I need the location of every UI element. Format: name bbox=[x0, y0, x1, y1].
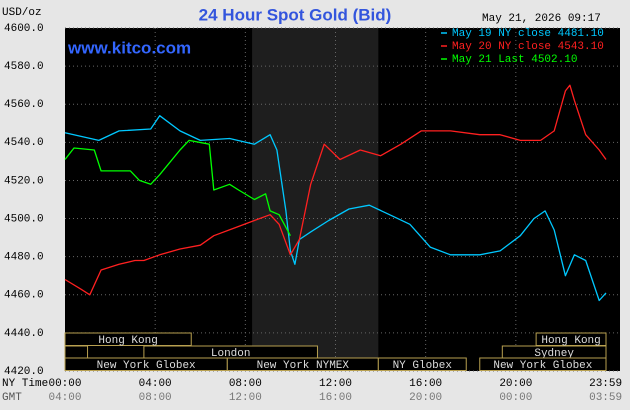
y-axis-label: USD/oz bbox=[2, 7, 42, 19]
x-tick-label: 12:00 bbox=[319, 378, 352, 390]
x-tick-label: 23:59 bbox=[589, 378, 622, 390]
price-line bbox=[64, 84, 607, 296]
session-label: Hong Kong bbox=[541, 335, 600, 347]
session-label: New York Globex bbox=[97, 360, 196, 372]
x-tick-label: 00:00 bbox=[48, 378, 81, 390]
legend-label: May 20 NY close 4543.10 bbox=[452, 41, 604, 53]
x-row-label: NY Time bbox=[2, 378, 48, 390]
session-label: New York Globex bbox=[493, 360, 592, 372]
session-label: Hong Kong bbox=[98, 335, 157, 347]
y-tick-label: 4500.0 bbox=[4, 213, 44, 225]
y-tick-label: 4460.0 bbox=[4, 290, 44, 302]
price-line bbox=[64, 139, 291, 237]
x-tick-label: 20:00 bbox=[499, 378, 532, 390]
y-tick-label: 4420.0 bbox=[4, 366, 44, 378]
x2-tick-label: 03:59 bbox=[589, 392, 622, 404]
y-tick-label: 4440.0 bbox=[4, 328, 44, 340]
x2-tick-label: 16:00 bbox=[319, 392, 352, 404]
session-label: Sydney bbox=[534, 348, 574, 360]
y-tick-label: 4480.0 bbox=[4, 252, 44, 264]
session-bar bbox=[377, 357, 467, 371]
x-row-label: GMT bbox=[2, 392, 22, 404]
x2-tick-label: 20:00 bbox=[409, 392, 442, 404]
highlight-band bbox=[252, 28, 379, 371]
x-tick-label: 16:00 bbox=[409, 378, 442, 390]
session-label: London bbox=[211, 348, 251, 360]
y-tick-label: 4520.0 bbox=[4, 175, 44, 187]
x2-tick-label: 04:00 bbox=[48, 392, 81, 404]
legend-label: May 19 NY close 4481.10 bbox=[452, 28, 604, 40]
session-bar bbox=[479, 357, 607, 371]
y-tick-label: 4560.0 bbox=[4, 99, 44, 111]
session-label: NY Globex bbox=[393, 360, 453, 372]
price-line bbox=[64, 115, 607, 302]
watermark: www.kitco.com bbox=[67, 38, 191, 57]
y-tick-label: 4600.0 bbox=[4, 23, 44, 35]
y-tick-label: 4540.0 bbox=[4, 137, 44, 149]
timestamp: May 21, 2026 09:17 bbox=[482, 13, 601, 25]
x-tick-label: 04:00 bbox=[139, 378, 172, 390]
session-bar bbox=[64, 345, 89, 359]
x2-tick-label: 08:00 bbox=[139, 392, 172, 404]
y-tick-label: 4580.0 bbox=[4, 61, 44, 73]
chart-title: 24 Hour Spot Gold (Bid) bbox=[199, 5, 392, 24]
x-tick-label: 08:00 bbox=[229, 378, 262, 390]
session-label: New York NYMEX bbox=[257, 360, 350, 372]
legend-label: May 21 Last 4502.10 bbox=[452, 54, 577, 66]
x2-tick-label: 12:00 bbox=[229, 392, 262, 404]
session-bar bbox=[64, 332, 192, 346]
x2-tick-label: 00:00 bbox=[499, 392, 532, 404]
